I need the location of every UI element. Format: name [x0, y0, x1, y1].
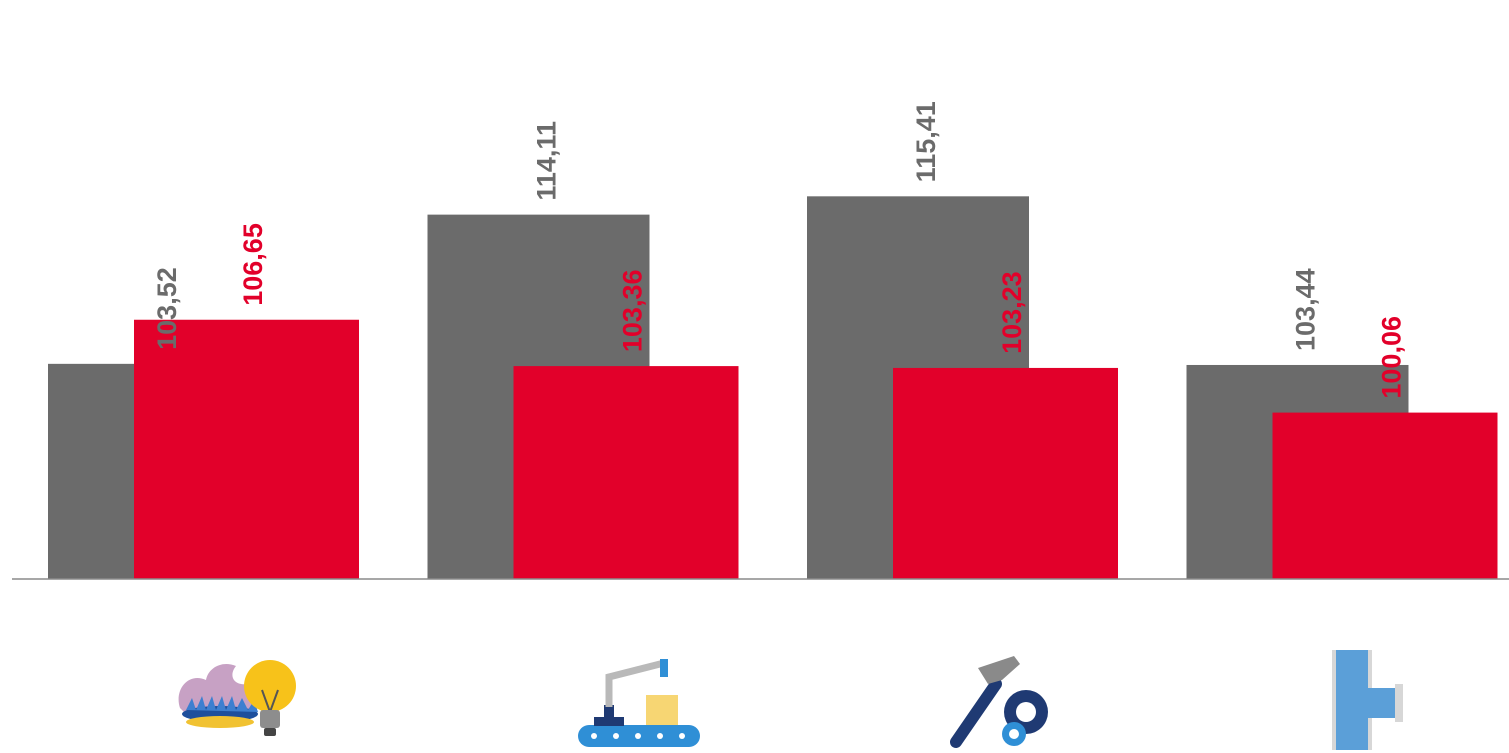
value-label-s2-3: 103,23 [997, 271, 1027, 354]
bar-s2-4 [1272, 412, 1498, 579]
hammer-and-gears-icon [950, 656, 1048, 748]
value-label-s1-3: 115,41 [911, 101, 941, 182]
value-label-s2-2: 103,36 [618, 270, 648, 353]
value-label-s2-1: 106,65 [238, 223, 268, 306]
bar-s2-1 [134, 319, 359, 579]
bar-s2-2 [513, 366, 739, 579]
conveyor-robot-arm-icon [578, 659, 700, 747]
bar-s2-3 [893, 367, 1118, 579]
gas-flame-and-lightbulb-icon [178, 660, 296, 736]
value-label-s1-4: 103,44 [1291, 268, 1321, 351]
value-label-s1-1: 103,52 [152, 267, 182, 350]
value-label-s2-4: 100,06 [1377, 316, 1407, 399]
value-label-s1-2: 114,11 [532, 121, 562, 201]
pipe-tee-icon [1332, 650, 1403, 750]
